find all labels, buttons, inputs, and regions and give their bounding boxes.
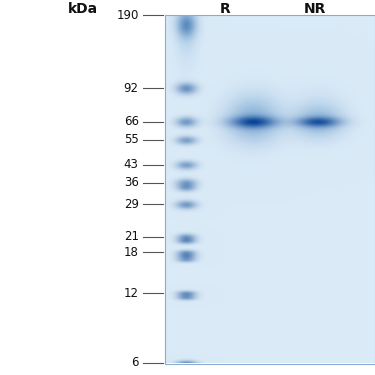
Bar [165, 15, 375, 364]
Text: R: R [220, 2, 230, 16]
Text: 6: 6 [131, 357, 139, 369]
Text: 92: 92 [124, 82, 139, 94]
Text: kDa: kDa [68, 2, 98, 16]
Text: 190: 190 [116, 9, 139, 21]
Text: 43: 43 [124, 158, 139, 171]
Text: 66: 66 [124, 115, 139, 128]
Text: 18: 18 [124, 246, 139, 259]
Text: 36: 36 [124, 176, 139, 189]
Text: 21: 21 [124, 230, 139, 243]
Text: NR: NR [304, 2, 326, 16]
Text: 29: 29 [124, 198, 139, 211]
Text: 12: 12 [124, 286, 139, 300]
Text: 55: 55 [124, 134, 139, 146]
